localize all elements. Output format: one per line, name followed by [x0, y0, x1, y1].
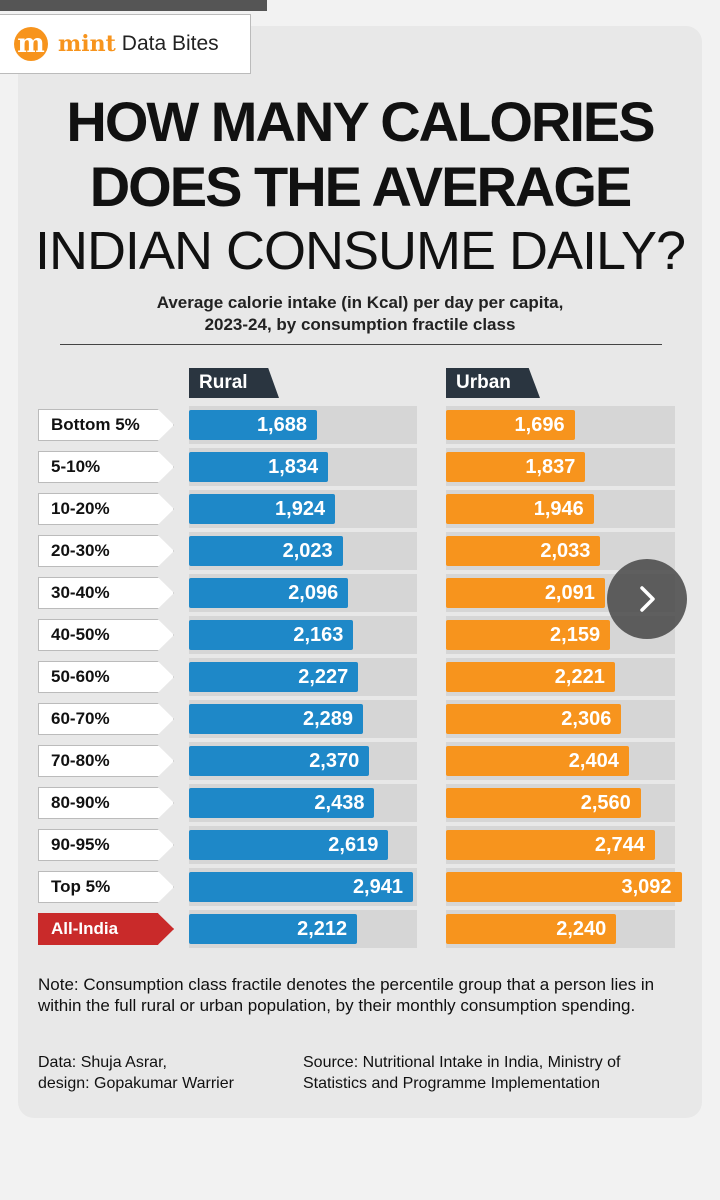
data-label: 1,946: [533, 497, 584, 520]
divider-rule: [60, 344, 662, 345]
category-label: 40-50%: [38, 619, 174, 651]
data-label: 1,834: [268, 455, 319, 478]
data-label: 2,438: [314, 791, 365, 814]
category-label: All-India: [38, 913, 174, 945]
source-credit: Source: Nutritional Intake in India, Min…: [303, 1052, 693, 1094]
brand-name: mint: [58, 31, 116, 57]
data-label: 2,404: [568, 749, 619, 772]
bar-urban: 3,092: [446, 872, 682, 902]
source-line-2: Statistics and Programme Implementation: [303, 1075, 601, 1092]
bar-urban: 2,221: [446, 662, 615, 692]
bar-rural: 2,227: [189, 662, 359, 692]
brand-header: m mint Data Bites: [0, 14, 251, 74]
category-label: Bottom 5%: [38, 409, 174, 441]
data-label: 2,023: [282, 539, 333, 562]
bar-rural: 2,289: [189, 704, 364, 734]
category-label: 30-40%: [38, 577, 174, 609]
bar-rural: 1,924: [189, 494, 336, 524]
data-label: 2,240: [556, 917, 607, 940]
bottom-area: [0, 1130, 720, 1200]
top-strip: [0, 0, 267, 11]
category-label: 50-60%: [38, 661, 174, 693]
data-label: 2,159: [550, 623, 601, 646]
data-label: 3,092: [621, 875, 672, 898]
bar-rural: 2,370: [189, 746, 370, 776]
data-credit-line-2: design: Gopakumar Warrier: [38, 1075, 234, 1092]
category-label: 80-90%: [38, 787, 174, 819]
data-label: 2,560: [580, 791, 631, 814]
bar-rural: 2,619: [189, 830, 389, 860]
data-label: 2,619: [328, 833, 379, 856]
title-line-3: INDIAN CONSUME DAILY?: [34, 221, 686, 281]
data-label: 1,837: [525, 455, 576, 478]
data-label: 2,941: [352, 875, 403, 898]
data-label: 2,306: [561, 707, 612, 730]
category-label: 70-80%: [38, 745, 174, 777]
next-button[interactable]: [607, 559, 687, 639]
mint-logo-icon: m: [14, 27, 48, 61]
bar-rural: 2,438: [189, 788, 375, 818]
data-label: 2,221: [554, 665, 605, 688]
category-label: 90-95%: [38, 829, 174, 861]
bar-urban: 2,404: [446, 746, 629, 776]
data-label: 1,924: [275, 497, 326, 520]
bar-urban: 1,696: [446, 410, 575, 440]
footnote: Note: Consumption class fractile denotes…: [38, 975, 655, 1015]
section-name: Data Bites: [121, 32, 219, 55]
data-label: 2,091: [544, 581, 595, 604]
data-credit: Data: Shuja Asrar, design: Gopakumar War…: [38, 1052, 298, 1094]
category-label: 5-10%: [38, 451, 174, 483]
chart-subtitle: Average calorie intake (in Kcal) per day…: [0, 292, 720, 336]
data-label: 2,289: [302, 707, 354, 730]
bar-urban: 2,240: [446, 914, 617, 944]
data-label: 2,370: [309, 749, 360, 772]
category-label: 60-70%: [38, 703, 174, 735]
bar-urban: 1,837: [446, 452, 586, 482]
bar-rural: 2,096: [189, 578, 349, 608]
chevron-right-icon: [640, 586, 655, 612]
category-label: Top 5%: [38, 871, 174, 903]
bar-urban: 1,946: [446, 494, 594, 524]
title-line-2: DOES THE AVERAGE: [89, 155, 633, 218]
column-header-rural: Rural: [189, 368, 279, 398]
data-label: 1,696: [514, 413, 565, 436]
bar-urban: 2,033: [446, 536, 601, 566]
subtitle-line-2: 2023-24, by consumption fractile class: [204, 315, 516, 334]
bar-urban: 2,159: [446, 620, 611, 650]
bar-rural: 2,941: [189, 872, 413, 902]
bar-rural: 2,212: [189, 914, 358, 944]
bar-urban: 2,560: [446, 788, 641, 818]
data-label: 2,744: [594, 833, 645, 856]
data-label: 1,688: [256, 413, 307, 436]
category-label: 20-30%: [38, 535, 174, 567]
bar-urban: 2,306: [446, 704, 622, 734]
bar-rural: 1,834: [189, 452, 329, 482]
bar-urban: 2,744: [446, 830, 655, 860]
data-label: 2,227: [298, 665, 349, 688]
data-label: 2,096: [288, 581, 339, 604]
bar-rural: 2,023: [189, 536, 343, 566]
data-label: 2,212: [297, 917, 348, 940]
title-line-1: HOW MANY CALORIES: [66, 90, 655, 153]
data-label: 2,163: [293, 623, 344, 646]
bar-urban: 2,091: [446, 578, 605, 608]
subtitle-line-1: Average calorie intake (in Kcal) per day…: [156, 293, 564, 312]
bar-rural: 1,688: [189, 410, 317, 440]
column-header-urban: Urban: [446, 368, 540, 398]
bar-rural: 2,163: [189, 620, 354, 650]
source-line-1: Source: Nutritional Intake in India, Min…: [303, 1054, 621, 1071]
category-label: 10-20%: [38, 493, 174, 525]
data-label: 2,033: [540, 539, 591, 562]
data-credit-line-1: Data: Shuja Asrar,: [38, 1054, 167, 1071]
